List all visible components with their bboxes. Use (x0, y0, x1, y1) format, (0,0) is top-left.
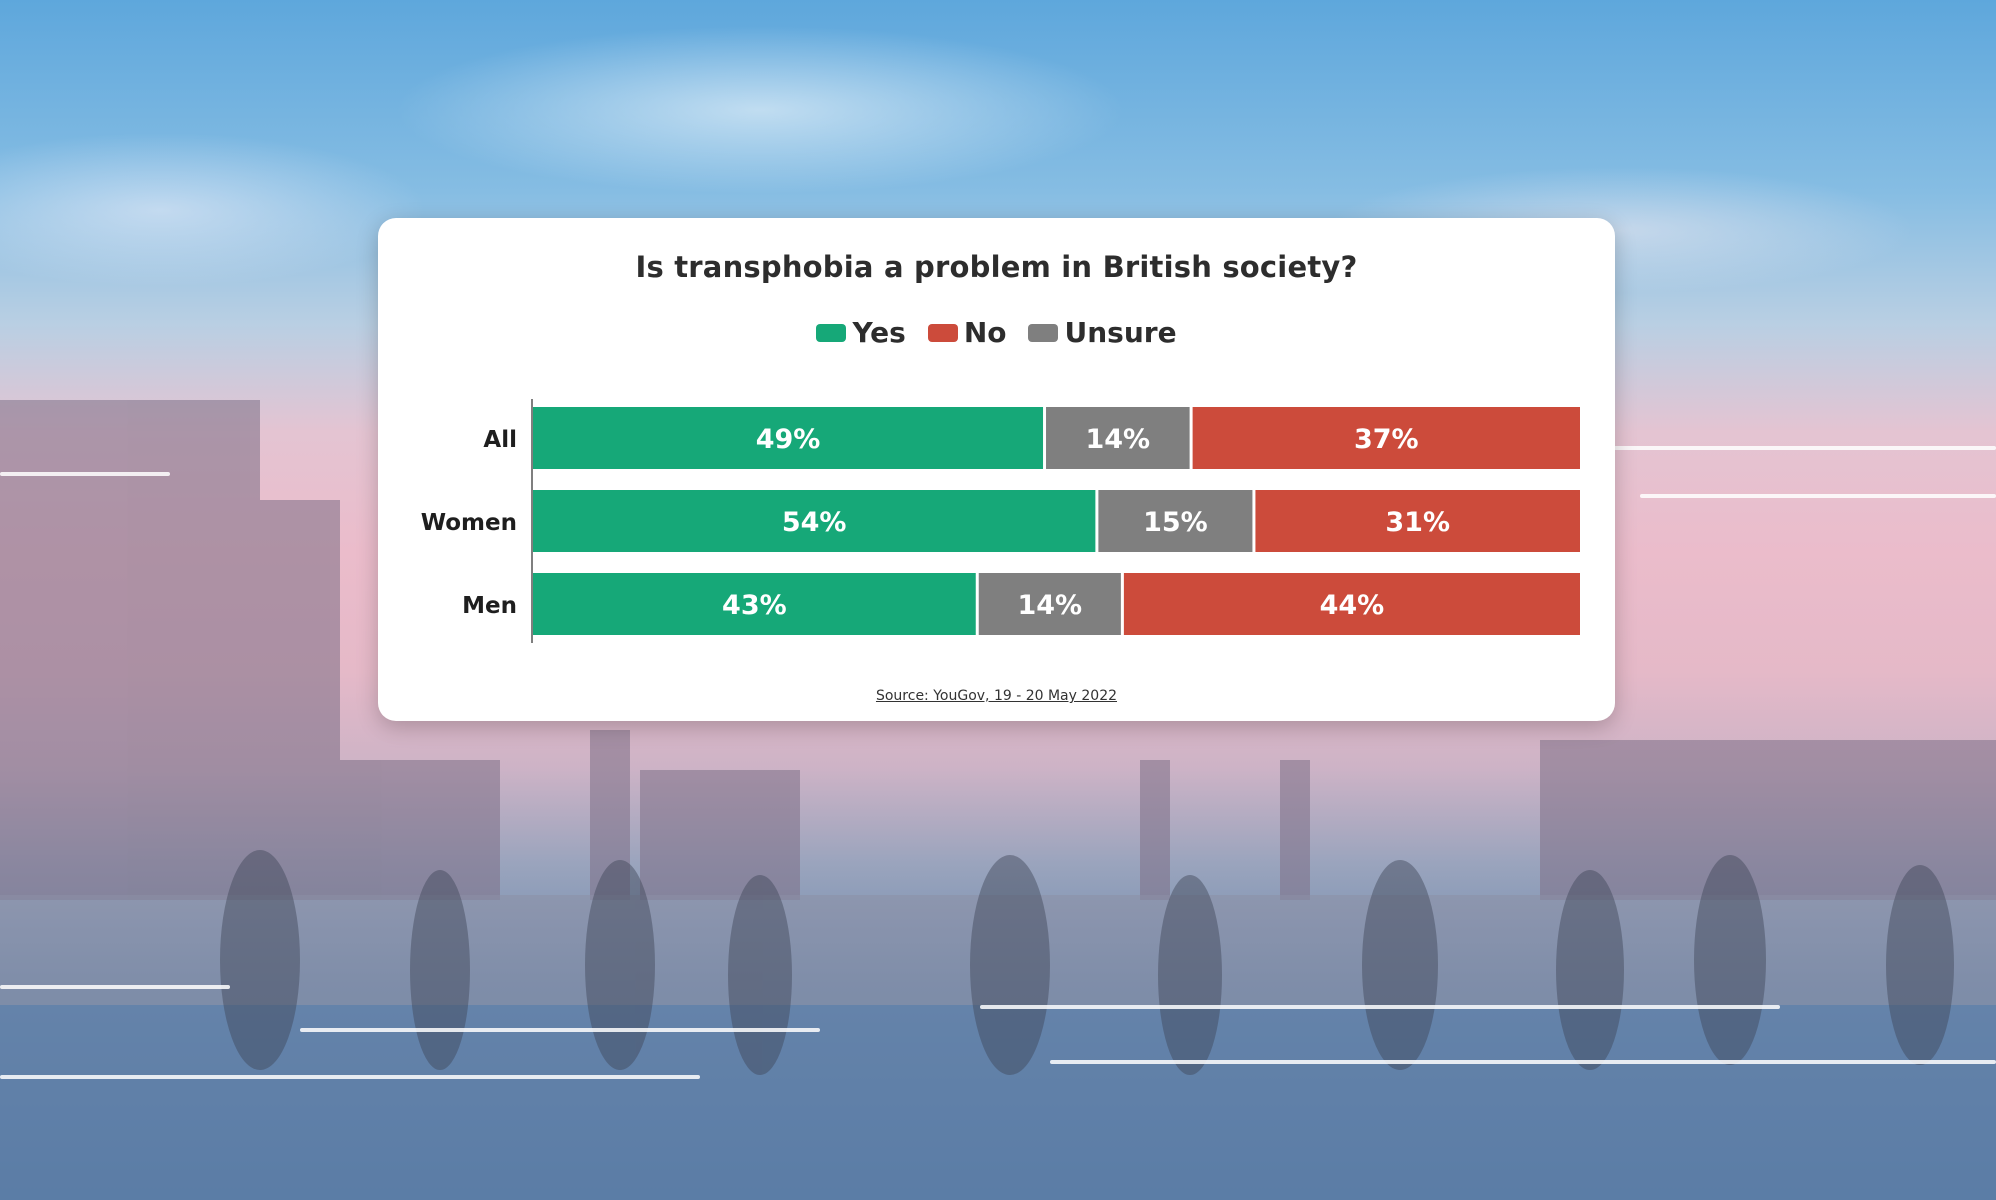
legend-item-unsure: Unsure (1028, 316, 1177, 349)
bar-value-label: 31% (1385, 507, 1450, 538)
bar-value-label: 37% (1354, 424, 1419, 455)
legend-label-unsure: Unsure (1064, 316, 1177, 349)
bar-value-label: 49% (756, 424, 821, 455)
bar-unsure-all (1046, 407, 1190, 469)
light-streak (0, 985, 230, 989)
light-streak (1610, 446, 1996, 450)
bar-value-label: 14% (1085, 424, 1150, 455)
bar-unsure-men (978, 573, 1121, 635)
light-streak (1050, 1060, 1996, 1064)
bar-yes-all (533, 407, 1044, 469)
legend-label-yes: Yes (852, 316, 906, 349)
legend-swatch-no (927, 323, 958, 342)
legend-label-no: No (963, 316, 1007, 349)
legend-item-no: No (927, 316, 1007, 349)
bar-value-label: 14% (1017, 590, 1082, 621)
bar-value-label: 54% (782, 507, 847, 538)
category-label: All (483, 427, 517, 453)
bar-yes-men (533, 573, 976, 635)
bar-yes-women (533, 490, 1096, 552)
bar-no-all (1192, 407, 1580, 469)
category-label: Women (421, 510, 517, 536)
stacked-bar-plot: All 49% 14% 37% Women 54% 15% 31% Men 43% 14% 44% (421, 399, 1580, 643)
chart-card: Is transphobia a problem in British soci… (378, 218, 1615, 721)
light-streak (300, 1028, 820, 1032)
source-link[interactable]: Source: YouGov, 19 - 20 May 2022 (875, 688, 1118, 704)
legend-swatch-yes (816, 323, 847, 342)
category-label: Men (462, 593, 517, 619)
bar-value-label: 15% (1143, 507, 1208, 538)
bar-unsure-women (1098, 490, 1253, 552)
light-streak (0, 472, 170, 476)
bar-value-label: 43% (722, 590, 787, 621)
chart-title: Is transphobia a problem in British soci… (635, 250, 1358, 284)
bar-no-men (1123, 573, 1580, 635)
bar-value-label: 44% (1320, 590, 1385, 621)
light-streak (0, 1075, 700, 1079)
light-streak (980, 1005, 1780, 1009)
light-streak (1640, 494, 1996, 498)
chart-legend: Yes No Unsure (378, 316, 1615, 349)
bar-no-women (1255, 490, 1580, 552)
legend-item-yes: Yes (816, 316, 906, 349)
legend-swatch-unsure (1028, 323, 1059, 342)
